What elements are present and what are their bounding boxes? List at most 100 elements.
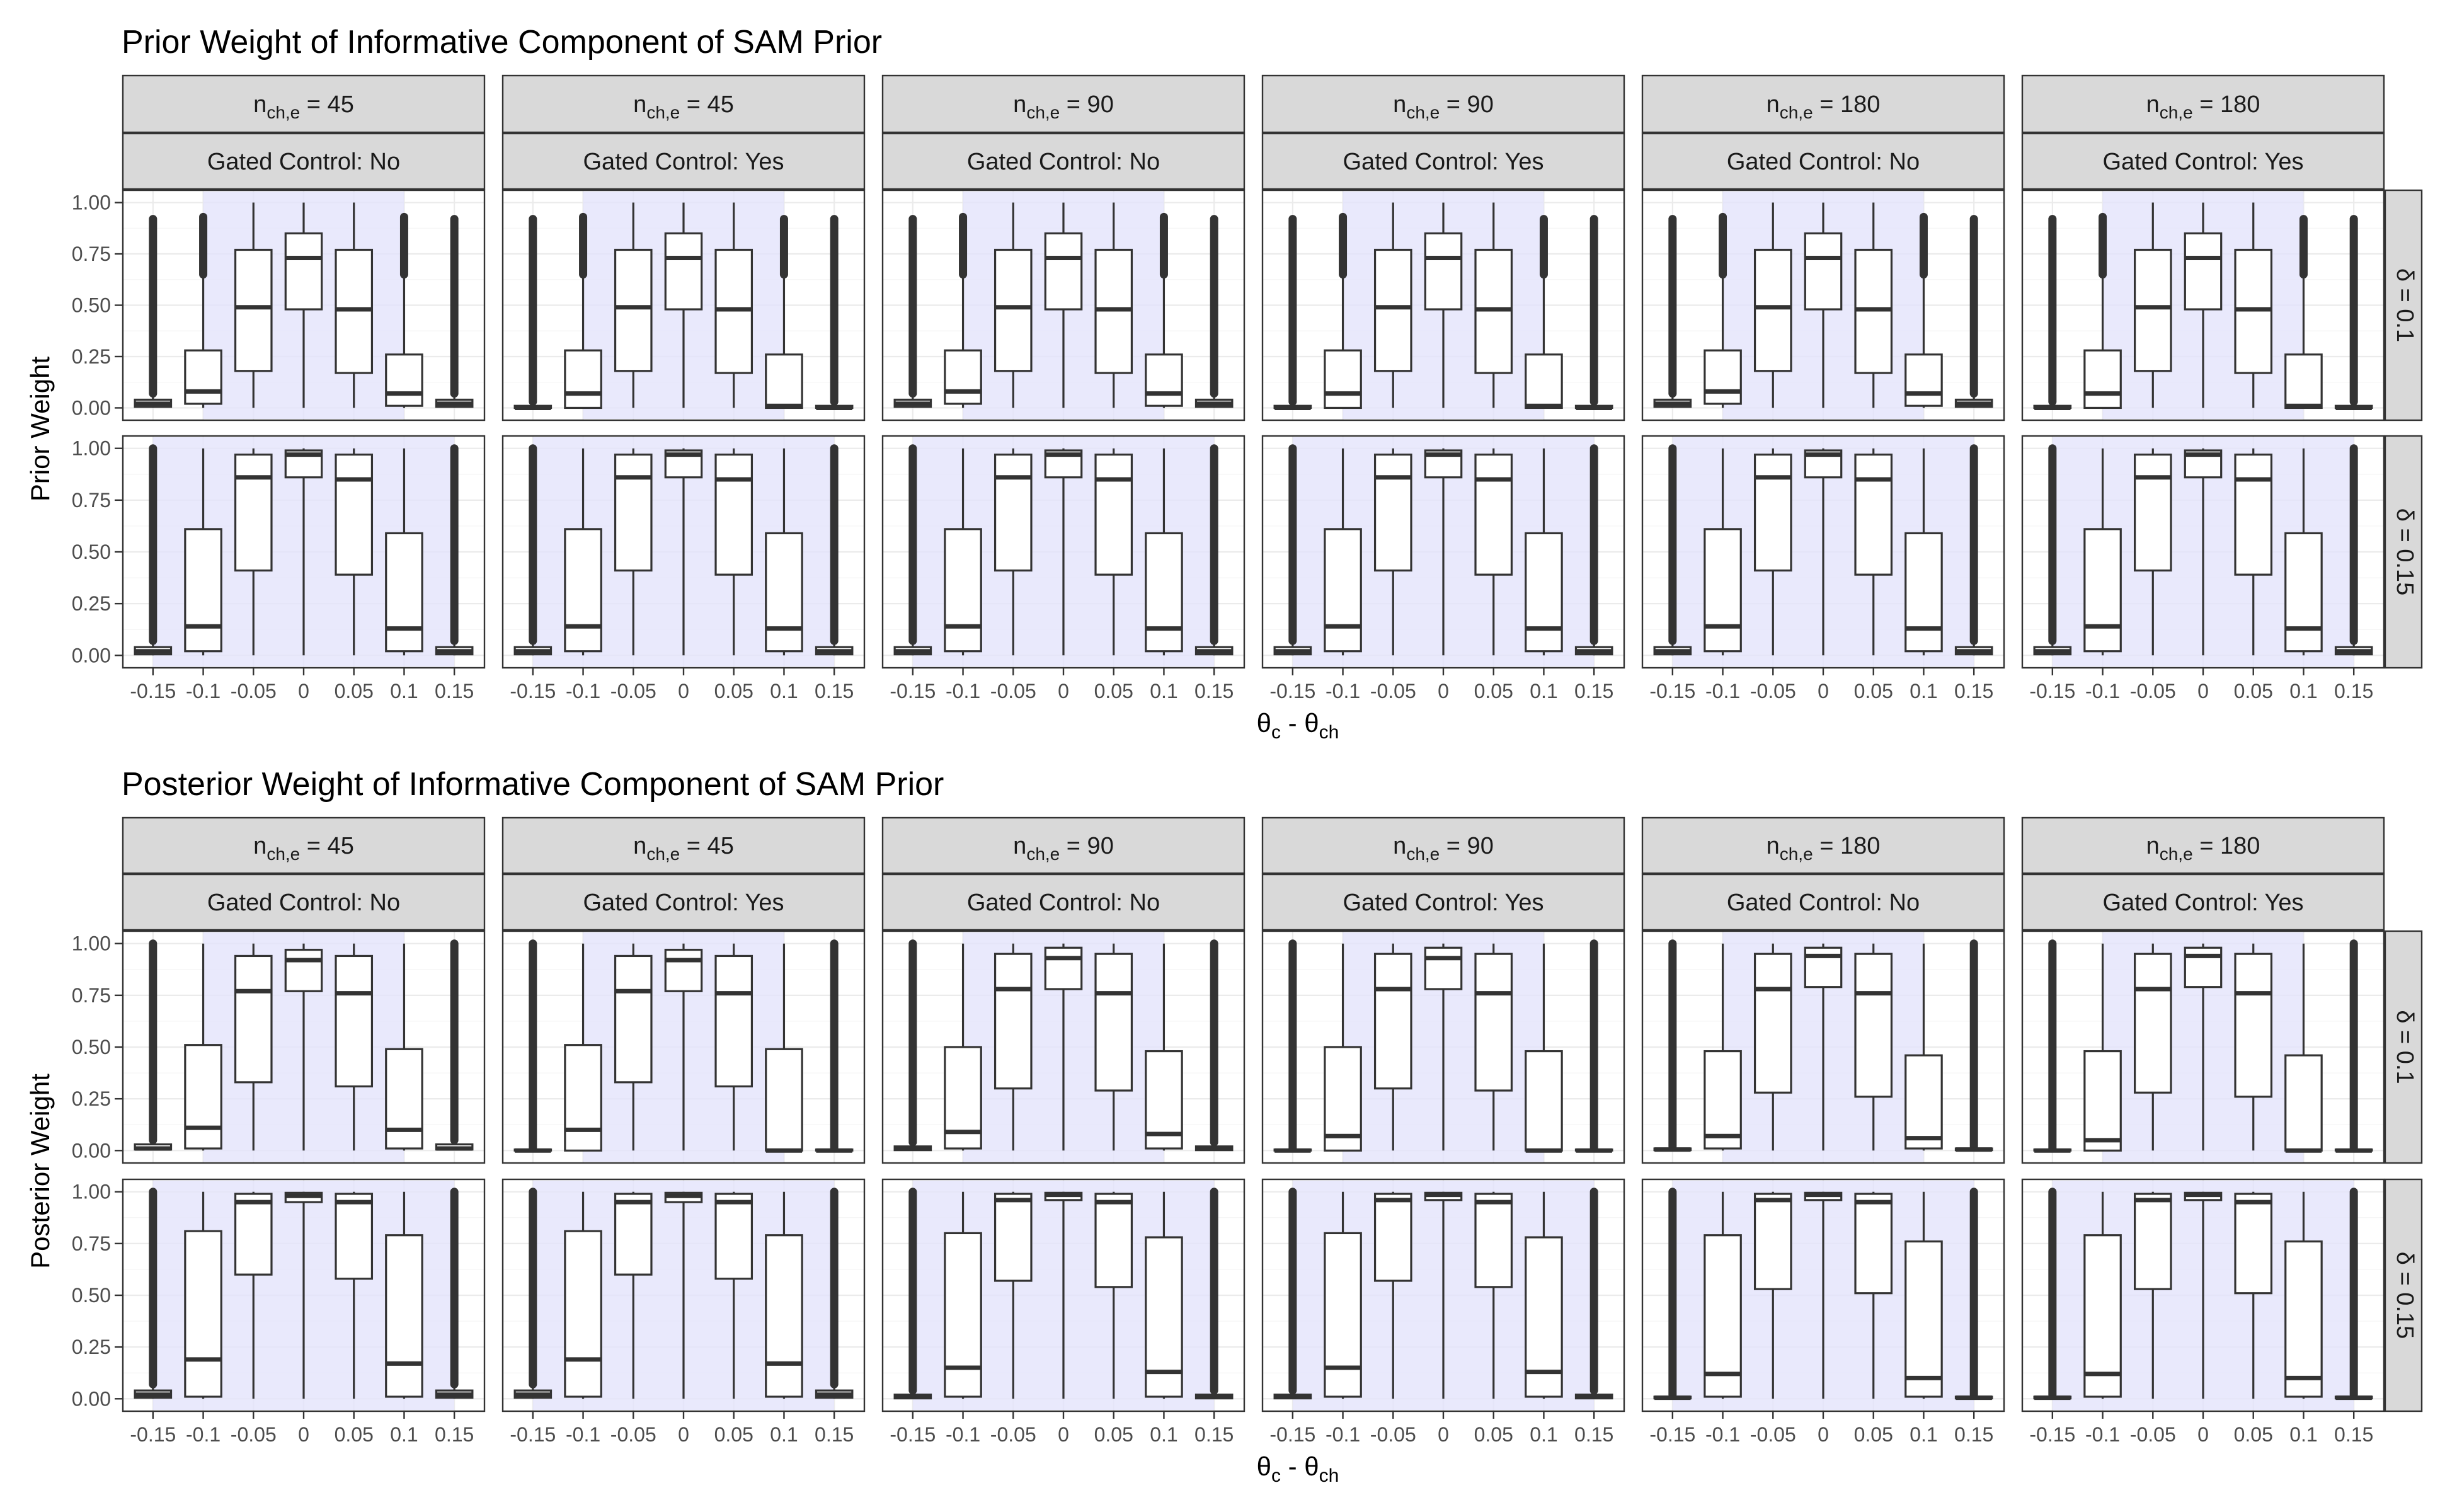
box [1474, 202, 1513, 408]
box [714, 943, 753, 1151]
box-iqr [1753, 248, 1792, 372]
box [714, 202, 753, 408]
box [1574, 939, 1613, 1153]
facet-strip-n-label: nch,e = 45 [633, 91, 734, 122]
x-tick-label: 0.15 [1574, 1423, 1613, 1446]
box [2083, 448, 2122, 656]
y-tick-label: 0.25 [72, 1336, 111, 1358]
n-value: = 90 [1060, 91, 1114, 118]
box [2133, 1191, 2172, 1399]
box [1145, 212, 1183, 408]
box [664, 1191, 703, 1399]
facet-strip-gated [1261, 132, 1625, 190]
panel-border [2021, 189, 2385, 421]
facet-strip-gated-label: Gated Control: No [1727, 890, 1920, 916]
box [1954, 939, 1993, 1152]
box [815, 215, 854, 410]
box [1145, 1191, 1183, 1399]
box-iqr [1094, 1193, 1133, 1288]
box-iqr [385, 353, 423, 407]
box-iqr [1145, 353, 1183, 407]
box [1653, 1188, 1692, 1400]
x-tick-label: -0.05 [610, 680, 656, 702]
box [513, 444, 553, 656]
box [284, 448, 323, 656]
box-iqr [335, 954, 374, 1088]
box [714, 1191, 753, 1399]
panel [501, 189, 866, 421]
box [765, 448, 803, 656]
box-iqr [614, 1193, 653, 1276]
box [134, 215, 173, 408]
box-iqr [385, 532, 423, 653]
box-iqr [1373, 953, 1412, 1090]
panel [1641, 930, 2005, 1164]
box [1424, 202, 1463, 408]
box [2033, 215, 2072, 410]
box-iqr [944, 1232, 982, 1398]
box [614, 1191, 653, 1399]
box [184, 212, 222, 408]
x-tick-label: -0.05 [2130, 1423, 2176, 1446]
x-axis-title-sub: c [1271, 722, 1281, 743]
box [815, 444, 854, 656]
panel-border [1641, 930, 2005, 1164]
n-main: n [633, 91, 646, 118]
n-sub: ch,e [266, 844, 300, 864]
facet-strip-gated [881, 132, 1246, 190]
panel: -0.15 -0.1 -0.05 0 0.05 0.1 0.15 [122, 435, 486, 702]
n-sub: ch,e [1406, 844, 1440, 864]
box [1854, 202, 1893, 408]
x-tick-label: 0 [298, 1423, 309, 1446]
n-sub: ch,e [1026, 844, 1060, 864]
panel [1261, 930, 1625, 1164]
panel: -0.15 -0.1 -0.05 0 0.05 0.1 0.15 [1261, 435, 1625, 702]
box [134, 444, 173, 656]
box [1525, 943, 1563, 1153]
y-tick-label: 0.75 [72, 243, 111, 265]
facet-strip-gated-label: Gated Control: Yes [1343, 890, 1544, 916]
x-axis-title-sep: - θ [1281, 708, 1319, 738]
box-iqr [284, 232, 323, 311]
x-tick-label: 0.05 [2234, 1423, 2273, 1446]
box [1954, 444, 1993, 656]
box [2284, 215, 2323, 410]
box [815, 1188, 854, 1399]
facet-column-3: nch,e = 90 Gated Control: No [881, 816, 1246, 931]
box [2284, 943, 2323, 1153]
facet-strip-n [1641, 74, 2005, 134]
box-iqr [1704, 1234, 1742, 1398]
box-iqr [614, 248, 653, 372]
n-main: n [1013, 833, 1026, 859]
facet-strip-gated [1261, 873, 1625, 931]
y-axis-title: Posterior Weight [25, 1074, 55, 1269]
x-tick-label: 0.15 [815, 680, 854, 702]
box [234, 202, 273, 408]
facet-strip-gated [122, 873, 486, 931]
x-tick-label: 0 [1438, 680, 1449, 702]
box [1704, 1191, 1742, 1399]
box [1474, 1191, 1513, 1399]
box-iqr [994, 1193, 1033, 1282]
box [1574, 1188, 1613, 1400]
box-iqr [1324, 1232, 1362, 1398]
box [1804, 1191, 1843, 1399]
box [1273, 215, 1312, 410]
box [2284, 448, 2323, 656]
panel: -0.15 -0.1 -0.05 0 0.05 0.1 0.15 [2021, 435, 2385, 702]
box [1324, 943, 1362, 1152]
x-tick-label: 0.15 [2334, 1423, 2373, 1446]
x-tick-label: -0.1 [946, 680, 980, 702]
box [944, 1191, 982, 1399]
box-iqr [184, 1230, 222, 1398]
x-tick-label: -0.15 [2029, 1423, 2075, 1446]
x-tick-label: 0.1 [1530, 680, 1557, 702]
box [2033, 444, 2072, 656]
box-iqr [1704, 528, 1742, 653]
n-sub: ch,e [2160, 103, 2193, 122]
x-tick-label: 0.15 [435, 1423, 474, 1446]
box [765, 1191, 803, 1399]
box-iqr [2133, 453, 2172, 572]
n-main: n [253, 833, 266, 859]
facet-strip-delta-label: δ = 0.1 [2391, 1010, 2418, 1084]
